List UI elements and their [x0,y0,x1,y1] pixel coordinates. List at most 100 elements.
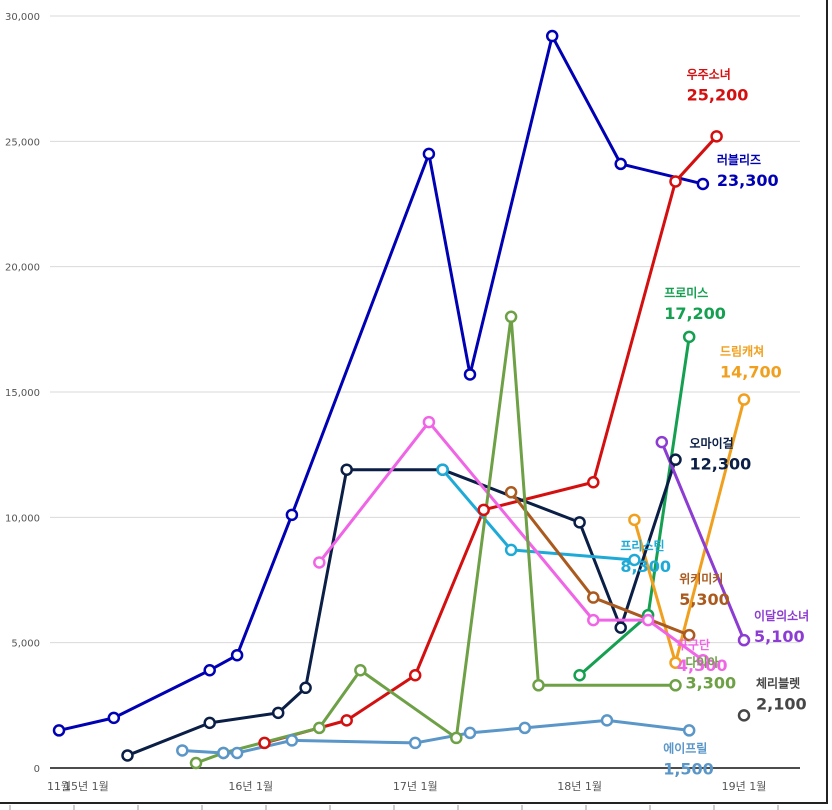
data-point-marker [176,744,189,757]
y-tick-label: 0 [34,764,40,775]
series-value-label: 5,300 [679,590,730,609]
x-tick-label: 19년 1월 [722,780,767,793]
bottom-tick-marks [9,805,779,810]
series-line-4 [126,459,677,757]
series-name-label: 위키미키 [679,571,723,586]
series-name-label: 러블리즈 [717,152,761,167]
y-tick-label: 15,000 [5,388,40,399]
series-name-label: 이달의소녀 [754,608,809,623]
series-name-label: 체리블렛 [756,675,800,690]
data-point-marker [532,679,545,692]
x-tick-label: 18년 1월 [557,780,602,793]
series-line-1 [264,135,718,745]
series-value-label: 14,700 [720,363,782,382]
data-point-marker [655,435,669,449]
x-tick-label: 16년 1월 [228,780,273,793]
series-line-0 [58,34,704,732]
data-point-marker [682,724,696,737]
data-point-marker [504,310,518,324]
series-end-labels: 러블리즈 23,300 우주소녀 25,200 프로미스 17,200 드림캐쳐 14,700… [620,66,809,778]
series-line-11 [182,718,690,755]
series-name-label: 오마이걸 [690,436,734,451]
data-point-marker [422,147,436,161]
series-value-label: 23,300 [717,171,779,190]
series-line-9 [195,315,676,765]
data-point-marker [477,503,490,517]
data-point-marker [258,736,271,750]
data-point-marker [669,679,682,692]
data-point-marker [340,714,353,727]
series-value-label: 25,200 [687,85,749,104]
series-value-label: 17,200 [664,304,726,323]
data-point-marker [710,130,723,143]
data-point-marker [408,736,422,750]
data-point-marker [189,756,203,770]
data-point-marker [669,656,682,669]
series-value-label: 12,300 [690,455,752,474]
data-point-marker [450,731,463,745]
data-point-marker [587,591,600,604]
data-point-marker [682,330,696,344]
data-point-marker [504,486,518,499]
x-tick-label: 11월 [47,780,71,793]
data-point-marker [614,621,627,634]
data-point-marker [52,724,66,737]
data-point-marker [669,175,682,188]
data-point-marker [641,613,655,627]
data-point-marker [545,29,559,43]
data-point-marker [121,749,134,762]
series-name-label: 구구단 [677,637,710,652]
data-point-marker [313,721,326,735]
series-name-label: 프로미스 [664,285,708,300]
series-value-label: 3,300 [686,673,737,692]
data-point-marker [285,508,299,522]
data-point-marker [737,709,751,722]
data-point-marker [573,669,586,682]
data-point-marker [587,475,600,489]
series-markers [52,29,751,770]
series-value-label: 1,500 [663,759,714,778]
data-point-marker [299,681,312,695]
data-point-marker [107,711,121,725]
data-point-marker [408,669,422,682]
data-point-marker [737,393,751,406]
data-point-marker [682,628,696,642]
data-point-marker [271,706,285,720]
series-lines [58,34,746,765]
data-point-marker [217,746,230,760]
series-name-label: 프리스틴 [620,538,664,553]
data-point-marker [669,453,682,466]
y-tick-label: 30,000 [5,12,40,23]
series-name-label: 에이프릴 [663,740,707,755]
data-point-marker [573,516,586,529]
y-tick-label: 5,000 [11,639,40,650]
y-axis-tick-labels: 0 5,000 10,000 15,000 20,000 25,000 30,000 [5,12,40,775]
data-point-marker [230,648,244,662]
data-point-marker [313,556,326,569]
data-point-marker [285,734,299,747]
data-point-marker [696,177,710,191]
data-point-marker [696,653,710,667]
data-point-marker [463,368,477,381]
series-line-5 [441,468,635,562]
series-value-label: 8,300 [620,557,671,576]
data-point-marker [203,663,216,677]
data-point-marker [340,463,353,476]
y-tick-label: 25,000 [5,137,40,148]
y-tick-label: 10,000 [5,513,40,524]
data-point-marker [628,513,641,527]
data-point-marker [422,415,436,429]
data-point-marker [614,157,627,171]
data-point-marker [587,613,600,627]
data-point-marker [436,463,449,476]
data-point-marker [504,543,518,557]
series-value-label: 5,100 [754,627,805,646]
data-point-marker [203,716,216,730]
series-value-label: 4,300 [677,656,728,675]
data-point-marker [628,553,641,567]
y-tick-label: 20,000 [5,263,40,274]
x-tick-label: 17년 1월 [393,780,438,793]
series-value-label: 2,100 [756,694,807,713]
